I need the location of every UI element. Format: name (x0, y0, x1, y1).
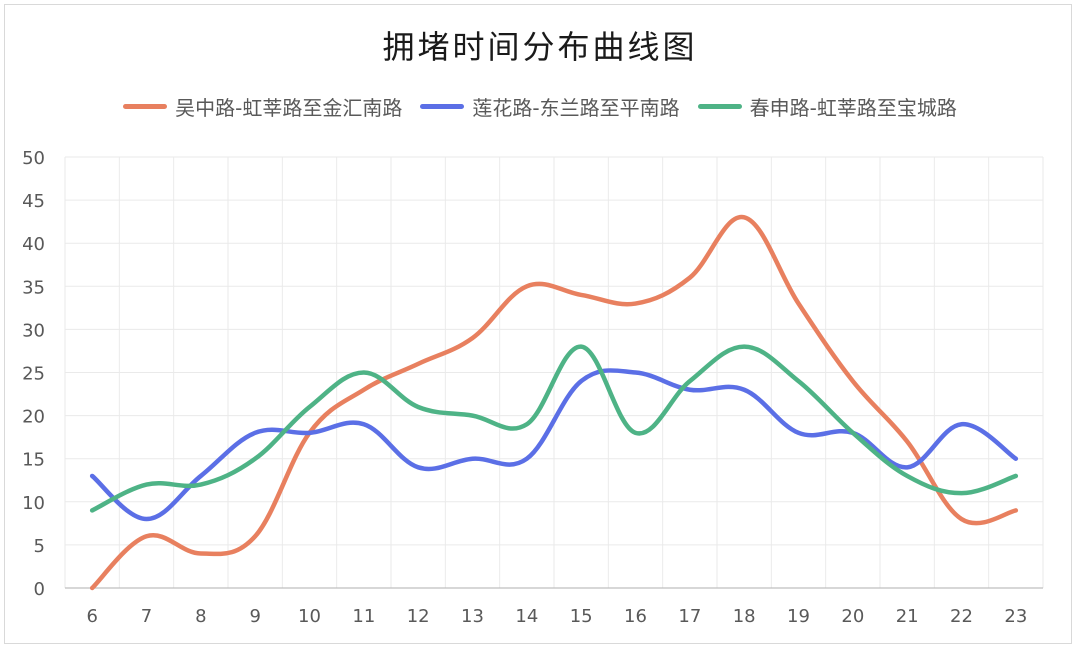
chart-frame (4, 4, 1072, 644)
y-tick-label: 25 (22, 364, 45, 385)
x-tick-label: 13 (461, 606, 484, 627)
y-tick-label: 10 (22, 493, 45, 514)
x-tick-label: 12 (407, 606, 430, 627)
x-tick-label: 10 (298, 606, 321, 627)
y-tick-label: 20 (22, 407, 45, 428)
y-tick-label: 0 (34, 579, 45, 600)
x-tick-label: 15 (570, 606, 593, 627)
legend-swatch-series-3 (697, 104, 742, 109)
legend-label-series-1: 吴中路-虹莘路至金汇南路 (175, 96, 403, 120)
legend-item-series-1: 吴中路-虹莘路至金汇南路 (123, 92, 402, 121)
y-tick-label: 40 (22, 234, 45, 255)
chart-legend: 吴中路-虹莘路至金汇南路 莲花路-东兰路至平南路 春申路-虹莘路至宝城路 (0, 92, 1080, 121)
x-tick-label: 19 (787, 606, 810, 627)
x-tick-label: 7 (141, 606, 152, 627)
y-tick-label: 35 (22, 277, 45, 298)
x-tick-label: 20 (841, 606, 864, 627)
legend-swatch-series-1 (123, 104, 168, 109)
x-tick-label: 22 (950, 606, 973, 627)
legend-item-series-3: 春申路-虹莘路至宝城路 (697, 92, 957, 121)
x-tick-label: 11 (352, 606, 375, 627)
x-tick-label: 14 (515, 606, 538, 627)
x-tick-label: 16 (624, 606, 647, 627)
series-line-2 (89, 368, 1019, 522)
y-tick-label: 50 (22, 148, 45, 169)
legend-label-series-3: 春申路-虹莘路至宝城路 (749, 96, 957, 120)
y-tick-label: 45 (22, 191, 45, 212)
x-tick-label: 17 (678, 606, 701, 627)
x-tick-label: 18 (733, 606, 756, 627)
chart-title: 拥堵时间分布曲线图 (382, 28, 698, 66)
x-tick-label: 6 (86, 606, 97, 627)
x-tick-label: 21 (896, 606, 919, 627)
y-tick-label: 30 (22, 320, 45, 341)
series-line-1 (89, 215, 1019, 591)
legend-item-series-2: 莲花路-东兰路至平南路 (420, 92, 680, 121)
legend-swatch-series-2 (420, 104, 465, 109)
series-line-3 (89, 344, 1019, 513)
y-tick-label: 15 (22, 450, 45, 471)
x-tick-label: 9 (249, 606, 260, 627)
legend-label-series-2: 莲花路-东兰路至平南路 (472, 96, 680, 120)
x-tick-label: 8 (195, 606, 206, 627)
x-tick-label: 23 (1004, 606, 1027, 627)
y-tick-label: 5 (34, 536, 45, 557)
